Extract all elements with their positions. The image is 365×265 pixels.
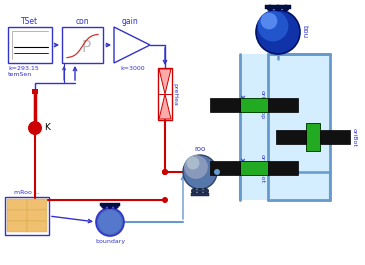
Bar <box>320 130 350 144</box>
Circle shape <box>261 13 277 29</box>
Text: preHea: preHea <box>173 83 177 105</box>
Bar <box>240 161 268 175</box>
Circle shape <box>184 155 208 179</box>
Circle shape <box>98 210 122 234</box>
Circle shape <box>204 188 208 193</box>
Circle shape <box>162 169 168 175</box>
Bar <box>210 98 240 112</box>
Text: oriChiTop: oriChiTop <box>260 90 265 120</box>
Text: ṁ: ṁ <box>104 217 116 229</box>
Text: temSen: temSen <box>8 72 32 77</box>
Circle shape <box>197 188 203 193</box>
Bar <box>100 203 120 206</box>
Circle shape <box>256 10 300 54</box>
Bar <box>27 199 47 210</box>
Text: gain: gain <box>122 17 138 26</box>
Circle shape <box>275 5 281 11</box>
Bar <box>268 54 330 200</box>
Bar <box>5 197 49 235</box>
Text: oriChiBot: oriChiBot <box>260 153 265 183</box>
Bar <box>8 27 52 63</box>
Text: TSet: TSet <box>22 17 39 26</box>
Circle shape <box>283 5 289 11</box>
Text: con: con <box>76 17 89 26</box>
Circle shape <box>187 157 199 169</box>
Bar <box>268 98 298 112</box>
Text: mRoo ...: mRoo ... <box>14 189 40 195</box>
Bar <box>7 221 27 232</box>
Bar <box>268 161 298 175</box>
Bar <box>265 5 291 9</box>
Bar <box>276 130 306 144</box>
Bar <box>240 98 268 112</box>
Bar <box>240 54 268 200</box>
Text: roo: roo <box>195 146 205 152</box>
Text: oriBot: oriBot <box>351 127 357 147</box>
Circle shape <box>183 155 217 189</box>
Bar <box>306 123 320 151</box>
Text: K: K <box>44 123 50 132</box>
Bar <box>32 89 38 94</box>
Polygon shape <box>159 94 171 119</box>
Bar <box>191 193 209 196</box>
Circle shape <box>162 197 168 203</box>
Bar <box>7 199 27 210</box>
Bar <box>27 210 47 221</box>
Bar <box>62 27 103 63</box>
Text: P: P <box>82 39 91 55</box>
Text: boundary: boundary <box>95 238 125 244</box>
Bar <box>27 221 47 232</box>
Text: bou: bou <box>301 25 307 39</box>
Circle shape <box>214 169 220 175</box>
Circle shape <box>114 204 119 209</box>
Circle shape <box>96 208 124 236</box>
Circle shape <box>267 5 273 11</box>
Text: k=293.15: k=293.15 <box>8 65 39 70</box>
Circle shape <box>258 11 288 41</box>
Polygon shape <box>114 27 150 63</box>
Circle shape <box>162 169 168 175</box>
Bar <box>7 210 27 221</box>
Circle shape <box>101 204 107 209</box>
Bar <box>158 68 172 120</box>
Circle shape <box>192 188 196 193</box>
Circle shape <box>108 204 112 209</box>
Text: k=3000: k=3000 <box>120 65 145 70</box>
Polygon shape <box>159 69 171 94</box>
Bar <box>210 161 240 175</box>
Circle shape <box>28 121 42 135</box>
